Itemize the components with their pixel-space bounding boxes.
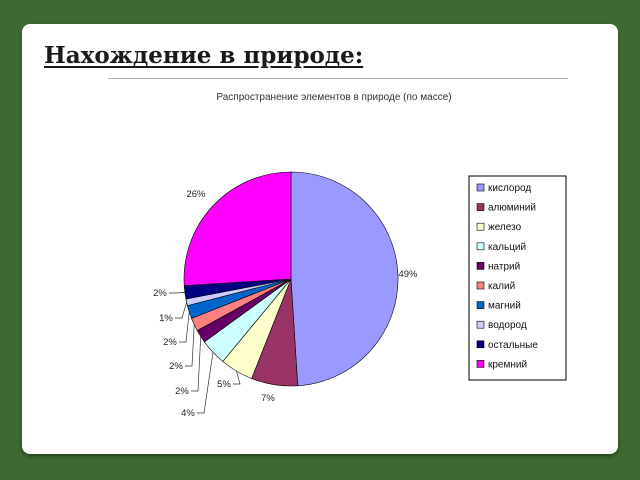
percent-label-4: 2% <box>175 386 189 397</box>
percent-label-2: 5% <box>217 379 231 390</box>
percent-label-1: 7% <box>261 393 275 404</box>
chart-title: Распространение элементов в природе (по … <box>216 92 451 103</box>
legend-swatch-4 <box>476 262 485 270</box>
legend-swatch-2 <box>476 222 485 231</box>
label-leader-lines <box>169 292 241 414</box>
percent-label-5: 2% <box>169 361 183 372</box>
legend-label-8: остальные <box>488 340 538 351</box>
percent-label-6: 2% <box>163 337 177 348</box>
legend-swatch-9 <box>476 360 485 368</box>
legend-swatch-3 <box>476 242 485 251</box>
legend-label-4: натрий <box>488 261 520 272</box>
legend-label-9: кремний <box>488 359 527 370</box>
leader-line-5 <box>185 324 195 367</box>
legend-swatch-5 <box>476 281 485 290</box>
legend-swatch-1 <box>476 203 485 211</box>
pie-slice-9 <box>183 171 292 287</box>
legend-swatch-8 <box>476 340 485 349</box>
legend-label-6: магний <box>488 301 521 312</box>
title-divider <box>108 78 568 79</box>
legend-box <box>468 175 567 381</box>
slide-title: Нахождение в природе: <box>44 42 364 69</box>
legend-swatch-7 <box>476 320 485 329</box>
percent-label-8: 2% <box>153 288 167 299</box>
percent-label-9: 26% <box>186 189 206 200</box>
leader-line-7 <box>175 302 187 319</box>
percent-labels: 49% 7% 26% 5% 4% 2% 2% 2% 1% 2% <box>153 189 418 419</box>
slide: Нахождение в природе: Распространение эл… <box>22 24 618 454</box>
leader-line-3 <box>197 352 214 414</box>
pie-slices <box>183 171 399 387</box>
pie-slice-0 <box>290 171 399 387</box>
legend-label-0: кислород <box>488 183 531 194</box>
legend-label-5: калий <box>488 281 515 292</box>
leader-line-8 <box>169 292 185 294</box>
legend-swatch-0 <box>476 183 485 192</box>
legend-label-1: алюминий <box>488 203 536 214</box>
legend-label-3: кальций <box>488 242 526 253</box>
leader-line-2 <box>233 371 241 385</box>
percent-label-7: 1% <box>159 313 173 324</box>
percent-label-0: 49% <box>398 269 418 280</box>
leader-line-4 <box>191 336 202 392</box>
leader-line-6 <box>179 312 190 343</box>
percent-label-3: 4% <box>181 408 195 419</box>
legend-swatch-6 <box>476 301 485 309</box>
legend-label-7: водород <box>488 320 527 331</box>
legend: кислород алюминий железо кальций натрий калий… <box>476 183 538 370</box>
pie-chart: Распространение элементов в природе (по … <box>153 92 567 419</box>
legend-label-2: железо <box>488 222 522 233</box>
